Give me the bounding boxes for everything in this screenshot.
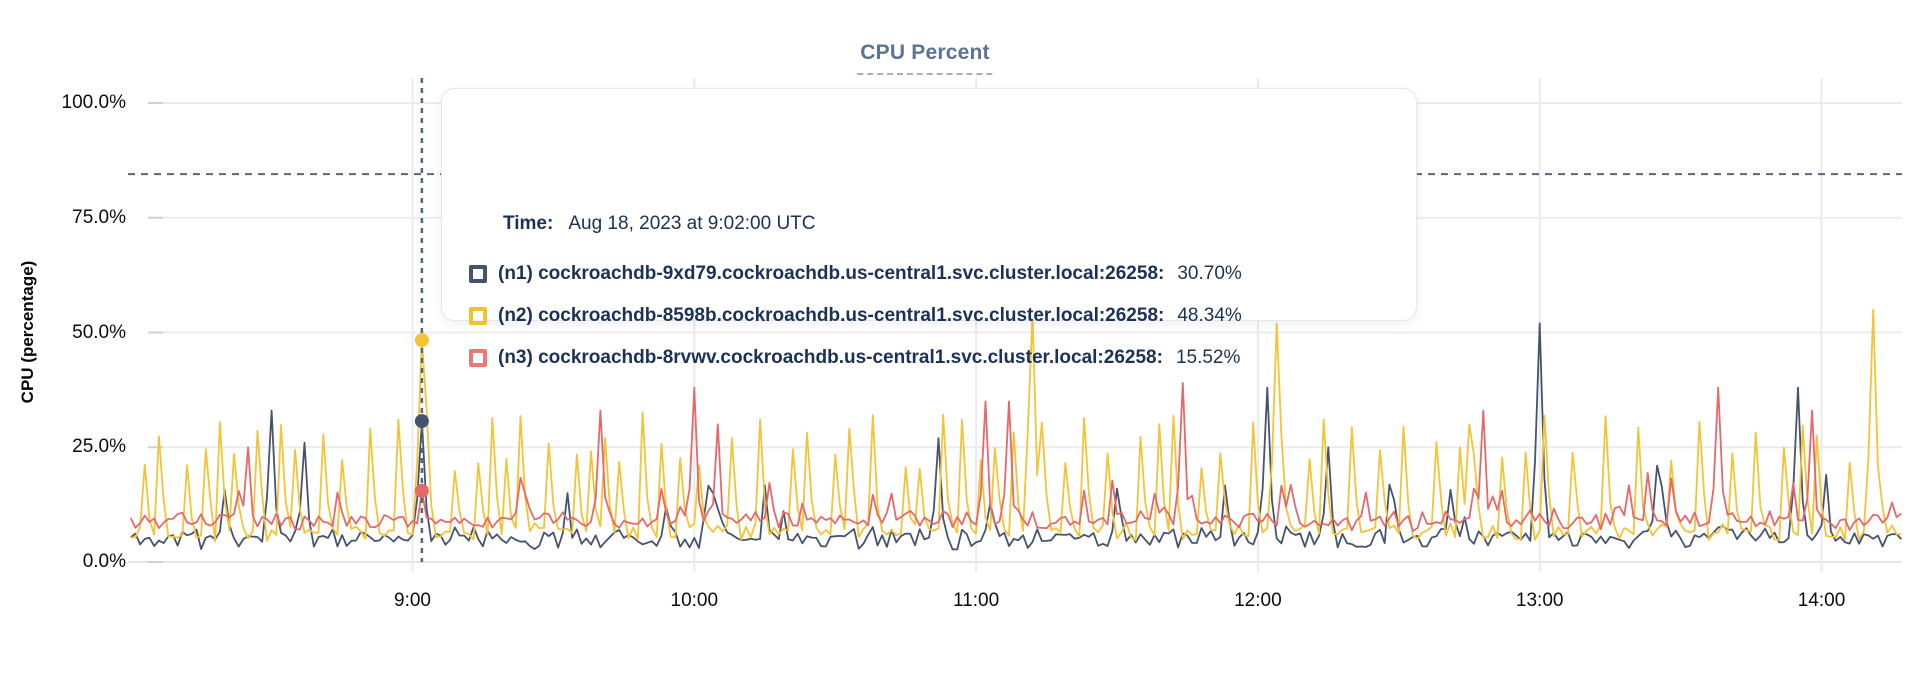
- tooltip-time-label: Time:: [503, 213, 554, 234]
- tooltip-series-value: 30.70%: [1177, 263, 1242, 284]
- tooltip-time-value: Aug 18, 2023 at 9:02:00 UTC: [568, 213, 816, 234]
- series-swatch-n3-icon: [469, 349, 487, 367]
- tooltip-series-value: 48.34%: [1177, 305, 1242, 326]
- chart-title[interactable]: CPU Percent: [857, 41, 993, 76]
- tooltip-series-row-n3: (n3) cockroachdb-8rvwv.cockroachdb.us-ce…: [469, 345, 1240, 371]
- tooltip-series-value: 15.52%: [1175, 347, 1241, 368]
- tooltip-series-name: (n2) cockroachdb-8598b.cockroachdb.us-ce…: [498, 305, 1165, 326]
- tooltip-time-row: Time: Aug 18, 2023 at 9:02:00 UTC: [503, 212, 816, 236]
- tooltip-series-row-n2: (n2) cockroachdb-8598b.cockroachdb.us-ce…: [469, 303, 1242, 329]
- series-swatch-n1-icon: [469, 265, 487, 283]
- chart-hover-tooltip: Time: Aug 18, 2023 at 9:02:00 UTC (n1) c…: [441, 88, 1417, 368]
- hover-dot-n2: [414, 333, 429, 348]
- series-line-n3: [129, 382, 1902, 532]
- series-line-n2: [130, 308, 1902, 543]
- y-axis-title: CPU (percentage): [18, 260, 37, 404]
- series-swatch-n2-icon: [469, 307, 487, 325]
- hover-dot-n1: [414, 414, 429, 429]
- tooltip-series-name: (n1) cockroachdb-9xd79.cockroachdb.us-ce…: [498, 263, 1165, 284]
- tooltip-series-name: (n3) cockroachdb-8rvwv.cockroachdb.us-ce…: [498, 347, 1163, 368]
- hover-dot-n3: [414, 483, 429, 498]
- tooltip-series-row-n1: (n1) cockroachdb-9xd79.cockroachdb.us-ce…: [469, 261, 1242, 287]
